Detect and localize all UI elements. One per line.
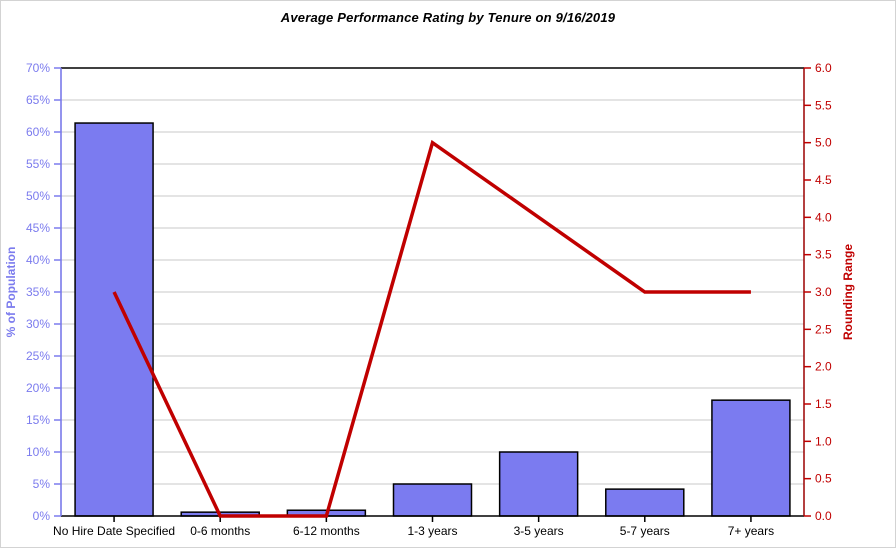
left-tick-label: 55% <box>26 157 50 171</box>
left-tick-label: 35% <box>26 285 50 299</box>
left-tick-label: 45% <box>26 221 50 235</box>
y-left-axis-title: % of Population <box>4 247 18 338</box>
right-tick-label: 1.0 <box>815 434 832 448</box>
x-category-label: 1-3 years <box>407 524 457 538</box>
left-tick-label: 60% <box>26 125 50 139</box>
left-tick-label: 70% <box>26 61 50 75</box>
right-tick-label: 4.0 <box>815 210 832 224</box>
right-tick-label: 5.0 <box>815 136 832 150</box>
left-tick-label: 5% <box>33 477 51 491</box>
right-tick-label: 0.0 <box>815 509 832 523</box>
y-right-axis-title: Rounding Range <box>841 244 855 340</box>
x-category-label: 5-7 years <box>620 524 670 538</box>
x-category-label: 0-6 months <box>190 524 250 538</box>
left-tick-label: 20% <box>26 381 50 395</box>
x-category-label: 6-12 months <box>293 524 360 538</box>
left-tick-label: 65% <box>26 93 50 107</box>
rounding-range-line <box>112 139 751 518</box>
right-tick-label: 4.5 <box>815 173 832 187</box>
x-category-label: 7+ years <box>728 524 774 538</box>
chart-title: Average Performance Rating by Tenure on … <box>280 10 616 25</box>
left-tick-label: 40% <box>26 253 50 267</box>
bar-0 <box>74 122 154 517</box>
right-tick-label: 1.5 <box>815 397 832 411</box>
right-tick-label: 0.5 <box>815 472 832 486</box>
right-tick-label: 3.5 <box>815 248 832 262</box>
left-tick-label: 0% <box>33 509 51 523</box>
right-tick-label: 3.0 <box>815 285 832 299</box>
right-tick-label: 2.5 <box>815 322 832 336</box>
left-tick-label: 25% <box>26 349 50 363</box>
left-tick-label: 10% <box>26 445 50 459</box>
right-tick-label: 2.0 <box>815 360 832 374</box>
x-category-label: No Hire Date Specified <box>53 524 175 538</box>
bar-5 <box>605 488 685 517</box>
right-tick-label: 5.5 <box>815 98 832 112</box>
bar-4 <box>498 451 579 517</box>
left-tick-label: 30% <box>26 317 50 331</box>
right-tick-label: 6.0 <box>815 61 832 75</box>
x-category-label: 3-5 years <box>514 524 564 538</box>
bar-3 <box>392 483 473 517</box>
left-tick-label: 15% <box>26 413 50 427</box>
left-tick-label: 50% <box>26 189 50 203</box>
bar-6 <box>711 399 791 517</box>
